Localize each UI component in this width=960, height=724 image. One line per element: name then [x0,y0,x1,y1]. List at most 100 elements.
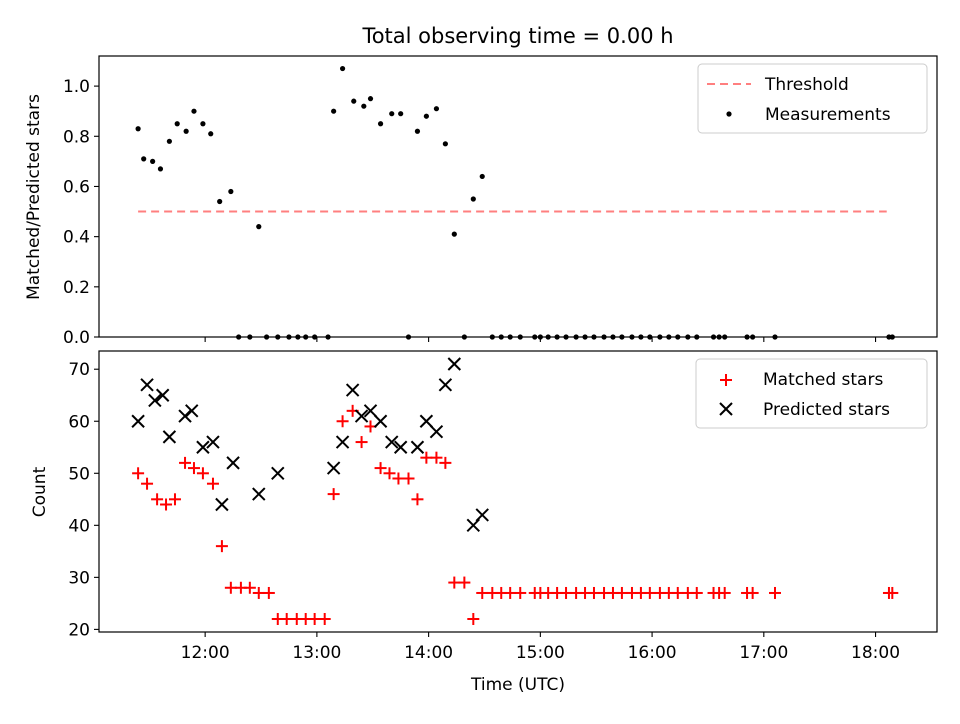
predicted-point [393,440,408,454]
measurement-point [247,334,253,340]
measurement-point [351,98,357,104]
measurement-point [339,65,346,72]
measurement-point [217,198,223,205]
measurement-point [325,334,331,340]
predicted-point [196,440,210,454]
matched-point [392,472,405,485]
x-axis-label: Time (UTC) [470,675,565,695]
top-data-marks [135,65,895,340]
measurement-point [377,121,384,127]
measurement-point [295,334,301,340]
predicted-point [335,435,350,449]
bottom-y-tick-label: 70 [68,360,90,380]
measurement-point [200,121,206,127]
bottom-y-tick-label: 40 [68,516,90,536]
matched-point [402,472,415,485]
predicted-point [466,518,481,533]
predicted-point [419,414,434,428]
measurement-point [638,334,644,340]
matched-point [224,581,237,594]
predicted-point [345,383,360,397]
measurement-point [191,108,197,114]
bottom-y-tick-label: 50 [68,464,90,484]
predicted-point [155,388,170,402]
measurement-point [405,334,412,340]
measurement-point [264,334,270,340]
measurement-point [772,334,778,340]
top-y-tick-label: 0.4 [63,228,90,248]
measurement-point [286,334,292,340]
predicted-point [447,357,462,371]
measurement-point [507,334,513,340]
matched-point [187,462,200,475]
measurement-point [722,334,728,340]
legend-predicted-swatch [719,402,733,416]
predicted-point [354,409,369,423]
bottom-legend: Matched stars Predicted stars [695,358,928,429]
measurement-point [479,173,485,180]
matched-point [587,586,600,599]
matched-point [746,586,759,599]
measurement-point [619,334,625,340]
matched-point [467,612,480,625]
legend-matched-swatch [720,374,732,386]
top-legend-box [697,63,928,134]
measurement-point [367,96,374,102]
matched-point [243,581,256,594]
matched-point [690,586,703,599]
measurement-point [174,121,180,127]
measurement-point [554,334,560,340]
bottom-panel: 20 30 40 50 60 70 12:00 13:00 14:00 15:00 16:00 17… [30,350,938,695]
measurement-point [666,334,672,340]
matched-point [308,612,321,625]
predicted-point [429,424,444,439]
matched-point [262,586,275,599]
predicted-point [226,456,240,470]
matched-point [439,456,452,469]
measurement-point [629,334,635,340]
measurement-point [312,334,318,340]
measurement-point [183,128,189,134]
top-y-axis: 0.0 0.2 0.4 0.6 0.8 1.0 [63,77,99,348]
bottom-y-tick-label: 60 [68,412,90,432]
matched-point [458,576,471,589]
matched-point [252,586,265,599]
matched-point [420,451,433,464]
matched-point [448,576,461,589]
measurement-point [141,156,147,162]
predicted-point [215,497,229,512]
matched-point [327,488,340,501]
measurement-point [228,188,234,195]
bottom-y-axis: 20 30 40 50 60 70 [68,360,99,640]
measurement-point [451,231,457,237]
x-tick-label: 17:00 [739,643,788,663]
bottom-data-marks [131,357,899,625]
x-tick-label: 18:00 [851,643,900,663]
measurement-point [389,111,395,117]
measurement-point [591,334,597,340]
top-legend: Threshold Measurements [697,63,928,134]
predicted-point [206,435,220,449]
measurement-point [256,224,262,230]
bottom-plot-frame [98,350,938,633]
matched-point [886,586,899,599]
measurement-point [398,111,404,117]
measurement-point [275,334,281,340]
legend-matched-label: Matched stars [763,370,883,390]
measurement-point [498,334,504,340]
matched-point [196,467,209,480]
measurement-point [135,126,141,132]
measurement-point [657,334,663,340]
measurement-point [750,334,756,340]
measurement-point [582,334,588,340]
bottom-legend-box [695,358,928,429]
x-tick-label: 15:00 [516,643,565,663]
x-tick-label: 14:00 [404,643,453,663]
predicted-point [252,487,266,501]
matched-point [374,462,387,475]
matched-point [504,586,517,599]
measurement-point [744,334,750,340]
matched-point [718,586,731,599]
matched-point [671,586,684,599]
measurement-point [150,158,156,164]
